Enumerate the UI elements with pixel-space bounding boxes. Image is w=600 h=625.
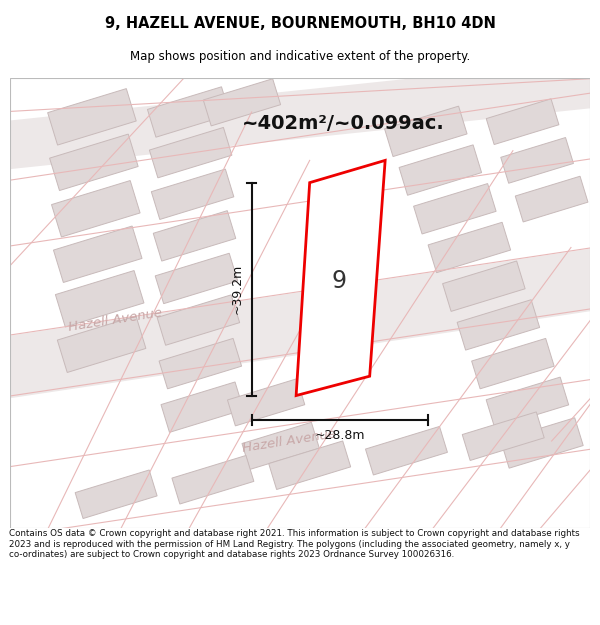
Polygon shape [148, 87, 230, 138]
Polygon shape [0, 248, 600, 399]
Text: 9, HAZELL AVENUE, BOURNEMOUTH, BH10 4DN: 9, HAZELL AVENUE, BOURNEMOUTH, BH10 4DN [104, 16, 496, 31]
Polygon shape [457, 300, 539, 350]
Polygon shape [157, 295, 239, 345]
Polygon shape [151, 169, 234, 219]
Polygon shape [53, 226, 142, 282]
Polygon shape [161, 382, 244, 432]
Polygon shape [515, 176, 588, 222]
Polygon shape [242, 422, 319, 469]
Polygon shape [172, 456, 254, 504]
Text: Map shows position and indicative extent of the property.: Map shows position and indicative extent… [130, 50, 470, 62]
Polygon shape [486, 377, 569, 428]
Polygon shape [55, 271, 144, 327]
Text: ~39.2m: ~39.2m [231, 264, 244, 314]
Polygon shape [501, 138, 574, 183]
Polygon shape [227, 379, 305, 426]
Polygon shape [472, 338, 554, 389]
Polygon shape [443, 261, 525, 311]
Polygon shape [413, 184, 496, 234]
Polygon shape [0, 59, 600, 170]
Polygon shape [153, 211, 236, 261]
Polygon shape [385, 106, 467, 156]
Polygon shape [155, 253, 238, 304]
Polygon shape [486, 99, 559, 144]
Polygon shape [159, 338, 242, 389]
Polygon shape [462, 412, 544, 461]
Polygon shape [52, 181, 140, 237]
Polygon shape [296, 161, 385, 396]
Polygon shape [47, 89, 136, 145]
Polygon shape [149, 127, 232, 178]
Polygon shape [428, 222, 511, 272]
Polygon shape [203, 79, 281, 126]
Polygon shape [75, 470, 157, 519]
Polygon shape [50, 134, 138, 191]
Text: Hazell Avenue: Hazell Avenue [68, 306, 163, 334]
Polygon shape [58, 316, 146, 372]
Polygon shape [399, 145, 482, 195]
Text: ~28.8m: ~28.8m [314, 429, 365, 442]
Polygon shape [500, 418, 583, 468]
Text: ~402m²/~0.099ac.: ~402m²/~0.099ac. [242, 114, 445, 133]
Polygon shape [269, 441, 350, 489]
Text: Hazell Avenue: Hazell Avenue [242, 428, 338, 455]
Text: Contains OS data © Crown copyright and database right 2021. This information is : Contains OS data © Crown copyright and d… [9, 529, 580, 559]
Text: 9: 9 [331, 269, 346, 293]
Polygon shape [365, 426, 448, 475]
